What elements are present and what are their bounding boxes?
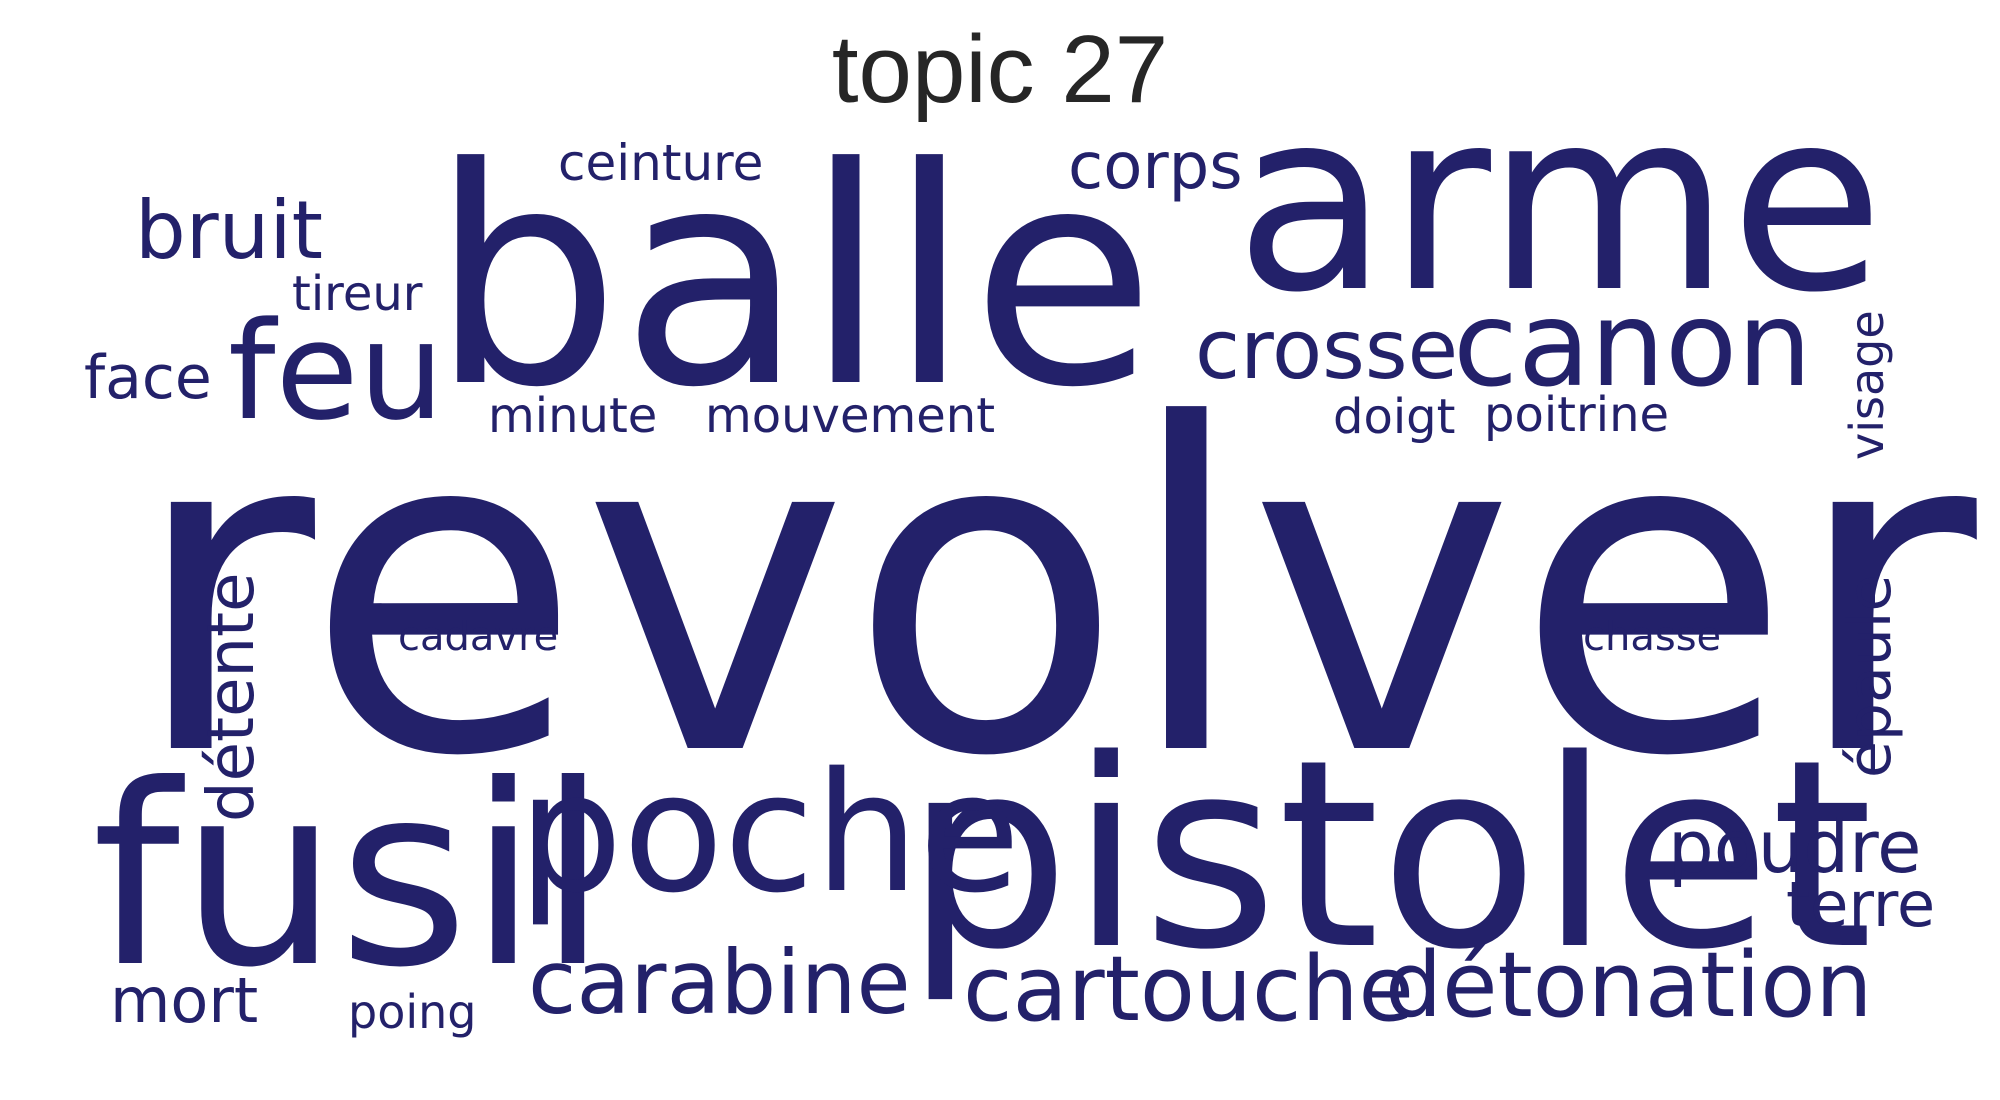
cloud-word-5: poche [518,737,1021,929]
cloud-word-2: balle [430,104,1156,453]
cloud-word-26: visage [1840,310,1894,460]
cloud-word-1: pistolet [905,705,1873,1007]
cloud-word-3: arme [1235,56,1884,347]
cloud-word-8: cartouche [963,937,1414,1042]
cloud-word-28: cadavre [398,614,558,660]
cloud-word-14: détente [195,573,269,823]
cloud-word-13: bruit [135,184,323,277]
cloud-word-29: chasse [1583,614,1721,660]
cloud-word-17: terre [1786,868,1935,941]
cloud-word-16: mort [110,964,258,1037]
cloud-word-18: face [84,343,212,413]
cloud-word-12: poudre [1668,805,1921,889]
cloud-word-21: mouvement [705,388,995,444]
cloud-word-0: revolver [130,331,1982,855]
cloud-word-20: ceinture [558,134,763,192]
cloud-word-7: feu [228,293,444,450]
cloud-word-11: crosse [1195,303,1458,398]
cloud-word-19: épaule [1835,575,1905,778]
cloud-word-25: tireur [292,266,423,322]
cloud-word-27: poing [348,985,476,1039]
cloud-word-22: minute [488,388,657,444]
figure-title: topic 27 [831,16,1169,123]
cloud-word-23: poitrine [1484,387,1669,443]
cloud-word-10: carabine [528,931,911,1034]
cloud-word-15: corps [1068,130,1243,204]
cloud-word-6: canon [1453,275,1812,413]
cloud-word-4: fusil [92,731,608,1022]
cloud-word-24: doigt [1333,389,1455,445]
cloud-word-9: détonation [1385,933,1872,1038]
